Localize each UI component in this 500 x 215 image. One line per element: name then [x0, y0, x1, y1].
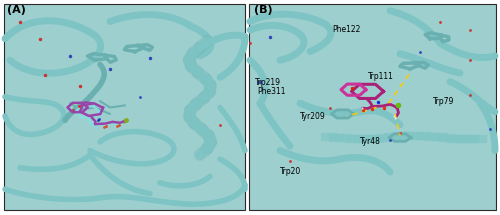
Text: Trp20: Trp20	[280, 167, 301, 177]
Text: Tyr48: Tyr48	[360, 137, 381, 146]
Text: (B): (B)	[254, 5, 272, 15]
Text: Phe122: Phe122	[332, 25, 361, 34]
Text: (A): (A)	[8, 5, 26, 15]
FancyBboxPatch shape	[249, 4, 496, 210]
Text: Tyr209: Tyr209	[300, 112, 326, 121]
Text: Trp111: Trp111	[368, 72, 394, 81]
Text: Trp79: Trp79	[432, 97, 454, 106]
Text: Phe311: Phe311	[258, 87, 286, 96]
FancyBboxPatch shape	[4, 4, 245, 210]
Text: Trp219: Trp219	[254, 78, 280, 87]
